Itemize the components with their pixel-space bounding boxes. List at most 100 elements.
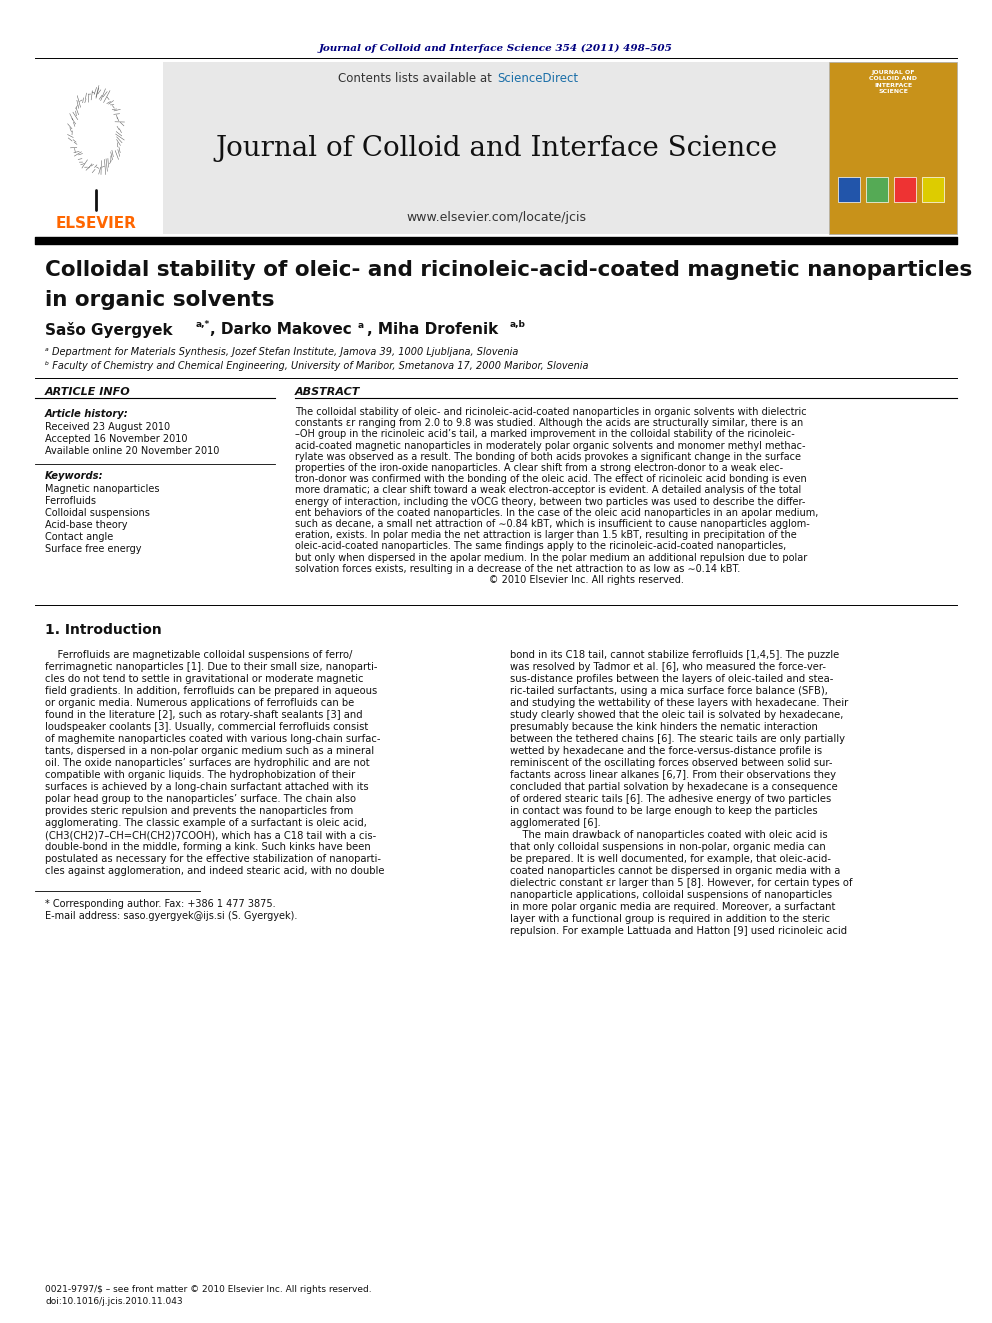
Text: constants εr ranging from 2.0 to 9.8 was studied. Although the acids are structu: constants εr ranging from 2.0 to 9.8 was… bbox=[295, 418, 804, 429]
Text: a,b: a,b bbox=[510, 320, 526, 329]
Text: Keywords:: Keywords: bbox=[45, 471, 103, 482]
Text: rylate was observed as a result. The bonding of both acids provokes a significan: rylate was observed as a result. The bon… bbox=[295, 451, 801, 462]
Text: * Corresponding author. Fax: +386 1 477 3875.: * Corresponding author. Fax: +386 1 477 … bbox=[45, 900, 276, 909]
Text: more dramatic; a clear shift toward a weak electron-acceptor is evident. A detai: more dramatic; a clear shift toward a we… bbox=[295, 486, 802, 495]
Text: tants, dispersed in a non-polar organic medium such as a mineral: tants, dispersed in a non-polar organic … bbox=[45, 746, 374, 757]
Text: surfaces is achieved by a long-chain surfactant attached with its: surfaces is achieved by a long-chain sur… bbox=[45, 782, 369, 792]
Text: layer with a functional group is required in addition to the steric: layer with a functional group is require… bbox=[510, 914, 830, 925]
Text: of ordered stearic tails [6]. The adhesive energy of two particles: of ordered stearic tails [6]. The adhesi… bbox=[510, 794, 831, 804]
Text: and studying the wettability of these layers with hexadecane. Their: and studying the wettability of these la… bbox=[510, 699, 848, 708]
Text: ᵇ Faculty of Chemistry and Chemical Engineering, University of Maribor, Smetanov: ᵇ Faculty of Chemistry and Chemical Engi… bbox=[45, 361, 588, 370]
Text: Magnetic nanoparticles: Magnetic nanoparticles bbox=[45, 484, 160, 493]
Bar bbox=[35, 62, 163, 234]
Text: but only when dispersed in the apolar medium. In the polar medium an additional : but only when dispersed in the apolar me… bbox=[295, 553, 807, 562]
Text: agglomerating. The classic example of a surfactant is oleic acid,: agglomerating. The classic example of a … bbox=[45, 818, 367, 828]
Text: ᵃ Department for Materials Synthesis, Jozef Stefan Institute, Jamova 39, 1000 Lj: ᵃ Department for Materials Synthesis, Jo… bbox=[45, 347, 519, 357]
Text: ScienceDirect: ScienceDirect bbox=[497, 71, 578, 85]
Text: study clearly showed that the oleic tail is solvated by hexadecane,: study clearly showed that the oleic tail… bbox=[510, 710, 843, 720]
Text: 0021-9797/$ – see front matter © 2010 Elsevier Inc. All rights reserved.: 0021-9797/$ – see front matter © 2010 El… bbox=[45, 1286, 372, 1294]
Text: be prepared. It is well documented, for example, that oleic-acid-: be prepared. It is well documented, for … bbox=[510, 855, 831, 864]
Text: provides steric repulsion and prevents the nanoparticles from: provides steric repulsion and prevents t… bbox=[45, 806, 353, 816]
Text: agglomerated [6].: agglomerated [6]. bbox=[510, 818, 601, 828]
Text: cles do not tend to settle in gravitational or moderate magnetic: cles do not tend to settle in gravitatio… bbox=[45, 675, 363, 684]
Text: ferrimagnetic nanoparticles [1]. Due to their small size, nanoparti-: ferrimagnetic nanoparticles [1]. Due to … bbox=[45, 663, 378, 672]
Text: polar head group to the nanoparticles’ surface. The chain also: polar head group to the nanoparticles’ s… bbox=[45, 794, 356, 804]
Text: that only colloidal suspensions in non-polar, organic media can: that only colloidal suspensions in non-p… bbox=[510, 843, 825, 852]
Text: oil. The oxide nanoparticles’ surfaces are hydrophilic and are not: oil. The oxide nanoparticles’ surfaces a… bbox=[45, 758, 370, 769]
Text: eration, exists. In polar media the net attraction is larger than 1.5 kBT, resul: eration, exists. In polar media the net … bbox=[295, 531, 797, 540]
Text: (CH3(CH2)7–CH=CH(CH2)7COOH), which has a C18 tail with a cis-: (CH3(CH2)7–CH=CH(CH2)7COOH), which has a… bbox=[45, 831, 376, 840]
Text: Available online 20 November 2010: Available online 20 November 2010 bbox=[45, 446, 219, 456]
Text: oleic-acid-coated nanoparticles. The same findings apply to the ricinoleic-acid-: oleic-acid-coated nanoparticles. The sam… bbox=[295, 541, 787, 552]
Text: Sašo Gyergyek: Sašo Gyergyek bbox=[45, 321, 173, 337]
Text: between the tethered chains [6]. The stearic tails are only partially: between the tethered chains [6]. The ste… bbox=[510, 734, 845, 745]
Text: ent behaviors of the coated nanoparticles. In the case of the oleic acid nanopar: ent behaviors of the coated nanoparticle… bbox=[295, 508, 818, 517]
Text: dielectric constant εr larger than 5 [8]. However, for certain types of: dielectric constant εr larger than 5 [8]… bbox=[510, 878, 852, 888]
Text: Colloidal stability of oleic- and ricinoleic-acid-coated magnetic nanoparticles: Colloidal stability of oleic- and ricino… bbox=[45, 261, 972, 280]
Text: energy of interaction, including the vOCG theory, between two particles was used: energy of interaction, including the vOC… bbox=[295, 496, 806, 507]
Bar bbox=[894, 177, 916, 202]
Text: Article history:: Article history: bbox=[45, 409, 129, 419]
Text: Ferrofluids are magnetizable colloidal suspensions of ferro/: Ferrofluids are magnetizable colloidal s… bbox=[45, 650, 352, 660]
Text: properties of the iron-oxide nanoparticles. A clear shift from a strong electron: properties of the iron-oxide nanoparticl… bbox=[295, 463, 783, 474]
Text: Accepted 16 November 2010: Accepted 16 November 2010 bbox=[45, 434, 187, 445]
Bar bbox=[163, 62, 829, 234]
Text: www.elsevier.com/locate/jcis: www.elsevier.com/locate/jcis bbox=[406, 212, 586, 225]
Text: acid-coated magnetic nanoparticles in moderately polar organic solvents and mono: acid-coated magnetic nanoparticles in mo… bbox=[295, 441, 806, 451]
Text: doi:10.1016/j.jcis.2010.11.043: doi:10.1016/j.jcis.2010.11.043 bbox=[45, 1298, 183, 1307]
Text: Ferrofluids: Ferrofluids bbox=[45, 496, 96, 505]
Text: Surface free energy: Surface free energy bbox=[45, 544, 142, 554]
Text: such as decane, a small net attraction of ∼0.84 kBT, which is insufficient to ca: such as decane, a small net attraction o… bbox=[295, 519, 809, 529]
Text: , Miha Drofenik: , Miha Drofenik bbox=[367, 323, 498, 337]
Text: nanoparticle applications, colloidal suspensions of nanoparticles: nanoparticle applications, colloidal sus… bbox=[510, 890, 832, 900]
Text: presumably because the kink hinders the nematic interaction: presumably because the kink hinders the … bbox=[510, 722, 817, 732]
Bar bbox=[922, 177, 944, 202]
Text: in more polar organic media are required. Moreover, a surfactant: in more polar organic media are required… bbox=[510, 902, 835, 912]
Text: or organic media. Numerous applications of ferrofluids can be: or organic media. Numerous applications … bbox=[45, 699, 354, 708]
Text: a: a bbox=[358, 320, 364, 329]
Text: JOURNAL OF
COLLOID AND
INTERFACE
SCIENCE: JOURNAL OF COLLOID AND INTERFACE SCIENCE bbox=[869, 70, 917, 94]
Text: , Darko Makovec: , Darko Makovec bbox=[210, 323, 352, 337]
Text: was resolved by Tadmor et al. [6], who measured the force-ver-: was resolved by Tadmor et al. [6], who m… bbox=[510, 663, 826, 672]
Text: coated nanoparticles cannot be dispersed in organic media with a: coated nanoparticles cannot be dispersed… bbox=[510, 867, 840, 876]
Text: in organic solvents: in organic solvents bbox=[45, 290, 275, 310]
Text: The main drawback of nanoparticles coated with oleic acid is: The main drawback of nanoparticles coate… bbox=[510, 831, 827, 840]
Text: found in the literature [2], such as rotary-shaft sealants [3] and: found in the literature [2], such as rot… bbox=[45, 710, 363, 720]
Text: Journal of Colloid and Interface Science: Journal of Colloid and Interface Science bbox=[215, 135, 777, 161]
Text: concluded that partial solvation by hexadecane is a consequence: concluded that partial solvation by hexa… bbox=[510, 782, 838, 792]
Text: ARTICLE INFO: ARTICLE INFO bbox=[45, 388, 131, 397]
Bar bbox=[866, 177, 888, 202]
Text: postulated as necessary for the effective stabilization of nanoparti-: postulated as necessary for the effectiv… bbox=[45, 855, 381, 864]
Text: in contact was found to be large enough to keep the particles: in contact was found to be large enough … bbox=[510, 806, 817, 816]
Text: ric-tailed surfactants, using a mica surface force balance (SFB),: ric-tailed surfactants, using a mica sur… bbox=[510, 687, 828, 696]
Text: reminiscent of the oscillating forces observed between solid sur-: reminiscent of the oscillating forces ob… bbox=[510, 758, 832, 769]
Text: bond in its C18 tail, cannot stabilize ferrofluids [1,4,5]. The puzzle: bond in its C18 tail, cannot stabilize f… bbox=[510, 650, 839, 660]
Text: cles against agglomeration, and indeed stearic acid, with no double: cles against agglomeration, and indeed s… bbox=[45, 867, 385, 876]
Text: Journal of Colloid and Interface Science 354 (2011) 498–505: Journal of Colloid and Interface Science… bbox=[319, 44, 673, 53]
Text: tron-donor was confirmed with the bonding of the oleic acid. The effect of ricin: tron-donor was confirmed with the bondin… bbox=[295, 474, 806, 484]
Text: Received 23 August 2010: Received 23 August 2010 bbox=[45, 422, 170, 433]
Text: Contents lists available at: Contents lists available at bbox=[338, 71, 496, 85]
Text: sus-distance profiles between the layers of oleic-tailed and stea-: sus-distance profiles between the layers… bbox=[510, 675, 833, 684]
Text: Colloidal suspensions: Colloidal suspensions bbox=[45, 508, 150, 519]
Text: E-mail address: saso.gyergyek@ijs.si (S. Gyergyek).: E-mail address: saso.gyergyek@ijs.si (S.… bbox=[45, 912, 298, 921]
Bar bbox=[829, 62, 957, 234]
Text: solvation forces exists, resulting in a decrease of the net attraction to as low: solvation forces exists, resulting in a … bbox=[295, 564, 740, 574]
Text: The colloidal stability of oleic- and ricinoleic-acid-coated nanoparticles in or: The colloidal stability of oleic- and ri… bbox=[295, 407, 806, 417]
Text: field gradients. In addition, ferrofluids can be prepared in aqueous: field gradients. In addition, ferrofluid… bbox=[45, 687, 377, 696]
Text: Contact angle: Contact angle bbox=[45, 532, 113, 542]
Text: ELSEVIER: ELSEVIER bbox=[56, 217, 137, 232]
Text: of maghemite nanoparticles coated with various long-chain surfac-: of maghemite nanoparticles coated with v… bbox=[45, 734, 381, 745]
Text: compatible with organic liquids. The hydrophobization of their: compatible with organic liquids. The hyd… bbox=[45, 770, 355, 781]
Text: ABSTRACT: ABSTRACT bbox=[295, 388, 360, 397]
Text: –OH group in the ricinoleic acid’s tail, a marked improvement in the colloidal s: –OH group in the ricinoleic acid’s tail,… bbox=[295, 430, 795, 439]
Bar bbox=[838, 177, 860, 202]
Text: repulsion. For example Lattuada and Hatton [9] used ricinoleic acid: repulsion. For example Lattuada and Hatt… bbox=[510, 926, 847, 937]
Text: wetted by hexadecane and the force-versus-distance profile is: wetted by hexadecane and the force-versu… bbox=[510, 746, 822, 757]
Text: double-bond in the middle, forming a kink. Such kinks have been: double-bond in the middle, forming a kin… bbox=[45, 843, 371, 852]
Text: © 2010 Elsevier Inc. All rights reserved.: © 2010 Elsevier Inc. All rights reserved… bbox=[295, 576, 683, 585]
Text: a,*: a,* bbox=[196, 320, 210, 329]
Text: loudspeaker coolants [3]. Usually, commercial ferrofluids consist: loudspeaker coolants [3]. Usually, comme… bbox=[45, 722, 368, 732]
Text: Acid-base theory: Acid-base theory bbox=[45, 520, 128, 531]
Text: factants across linear alkanes [6,7]. From their observations they: factants across linear alkanes [6,7]. Fr… bbox=[510, 770, 836, 781]
